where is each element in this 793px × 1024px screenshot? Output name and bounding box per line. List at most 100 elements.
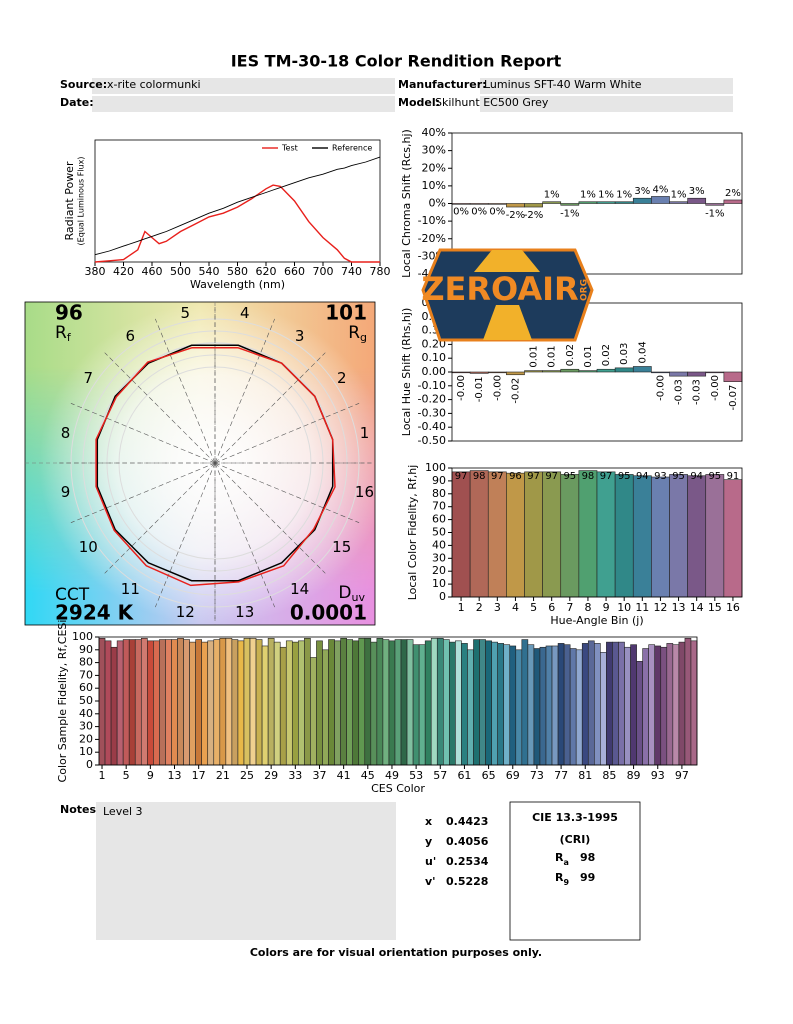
- bar: [705, 203, 725, 206]
- bar: [451, 371, 471, 374]
- y-axis-label: Color Sample Fidelity, Rf,CESi: [56, 620, 69, 783]
- bar: [153, 640, 160, 766]
- value-label: 95: [672, 471, 685, 482]
- bar: [587, 640, 595, 766]
- x-tick-label: 5: [123, 769, 130, 782]
- bar: [116, 640, 124, 766]
- value-label: -2%: [506, 210, 525, 221]
- bar: [261, 645, 269, 766]
- value-label: 1%: [671, 190, 687, 201]
- field-box: [92, 78, 395, 94]
- bar: [705, 371, 725, 374]
- field-value: x-rite colormunki: [107, 78, 201, 91]
- y-tick-label: 20: [432, 564, 446, 577]
- metric-label: u': [425, 855, 436, 868]
- x-tick-label: 93: [651, 769, 665, 782]
- bar: [614, 367, 634, 373]
- bar: [382, 639, 390, 766]
- x-tick-label: 49: [385, 769, 399, 782]
- x-tick-label: 15: [708, 601, 722, 614]
- value-label: 96: [509, 471, 522, 482]
- y-tick-label: 0: [86, 758, 93, 771]
- bar: [467, 649, 474, 766]
- bin-divider: [155, 462, 216, 608]
- y-tick-label: 20%: [422, 161, 446, 174]
- bar: [614, 201, 634, 204]
- x-tick-label: 13: [672, 601, 686, 614]
- bar: [147, 640, 154, 766]
- x-tick-label: 1: [458, 601, 465, 614]
- x-tick-label: 580: [227, 265, 248, 278]
- cri-subtitle: (CRI): [560, 833, 591, 846]
- y-tick-label: 80: [432, 487, 446, 500]
- plot-frame: [451, 467, 743, 598]
- y-tick-label: 30: [432, 551, 446, 564]
- bar: [618, 641, 625, 766]
- bin-label: 7: [84, 369, 94, 387]
- bin-divider: [214, 352, 326, 464]
- x-tick-label: 740: [341, 265, 362, 278]
- bar: [255, 639, 263, 766]
- x-tick-label: 6: [548, 601, 555, 614]
- bar: [723, 199, 743, 204]
- bar: [487, 203, 507, 205]
- bar: [231, 639, 239, 766]
- bar: [195, 639, 202, 766]
- x-tick-label: 16: [726, 601, 740, 614]
- bar: [237, 640, 245, 766]
- value-label: 0%: [471, 207, 487, 218]
- plot-frame: [451, 132, 743, 275]
- bin-label: 9: [61, 483, 71, 501]
- bar: [98, 637, 106, 766]
- bar: [578, 470, 598, 598]
- bar: [485, 640, 492, 766]
- x-tick-label: 17: [192, 769, 206, 782]
- value-label: -0.00: [492, 375, 503, 401]
- bin-label: 10: [79, 538, 98, 556]
- bar: [666, 643, 674, 766]
- bin-divider: [214, 318, 275, 464]
- bar: [542, 471, 562, 598]
- value-label: 0.01: [583, 345, 594, 367]
- y-tick-label: -20%: [418, 232, 446, 245]
- value-label: 1%: [616, 190, 632, 201]
- bar: [316, 640, 323, 766]
- bar: [171, 639, 178, 766]
- bin-label: 5: [180, 304, 190, 322]
- bar: [684, 637, 692, 766]
- y-tick-label: 60: [432, 513, 446, 526]
- bar: [596, 201, 616, 204]
- x-tick-label: 29: [264, 769, 278, 782]
- bar: [310, 657, 317, 766]
- bin-divider: [214, 462, 360, 523]
- metric-value: 0.4056: [446, 835, 489, 848]
- bar: [723, 371, 743, 382]
- bar: [560, 474, 580, 598]
- bar: [578, 201, 598, 204]
- bar: [424, 640, 432, 766]
- plot-frame: [98, 636, 698, 766]
- bar: [542, 370, 562, 373]
- x-tick-label: 77: [554, 769, 568, 782]
- value-label: 3%: [634, 186, 650, 197]
- bar: [340, 637, 347, 766]
- value-label: -0.02: [510, 378, 521, 404]
- x-tick-label: 9: [147, 769, 154, 782]
- bar: [207, 640, 215, 766]
- bar: [669, 474, 688, 598]
- value-label: 95: [563, 471, 576, 482]
- bar: [412, 644, 420, 766]
- x-axis-label: Hue-Angle Bin (j): [550, 614, 643, 627]
- bar: [469, 470, 489, 598]
- x-tick-label: 14: [690, 601, 704, 614]
- bar: [533, 648, 541, 766]
- bar: [509, 645, 517, 766]
- field-box: [480, 96, 733, 112]
- series-line: [94, 156, 381, 256]
- value-label: -0.03: [674, 379, 685, 405]
- value-label: 1%: [598, 190, 614, 201]
- value-label: 0.02: [601, 344, 612, 366]
- x-tick-label: 8: [584, 601, 591, 614]
- y-tick-label: 0%: [429, 197, 446, 210]
